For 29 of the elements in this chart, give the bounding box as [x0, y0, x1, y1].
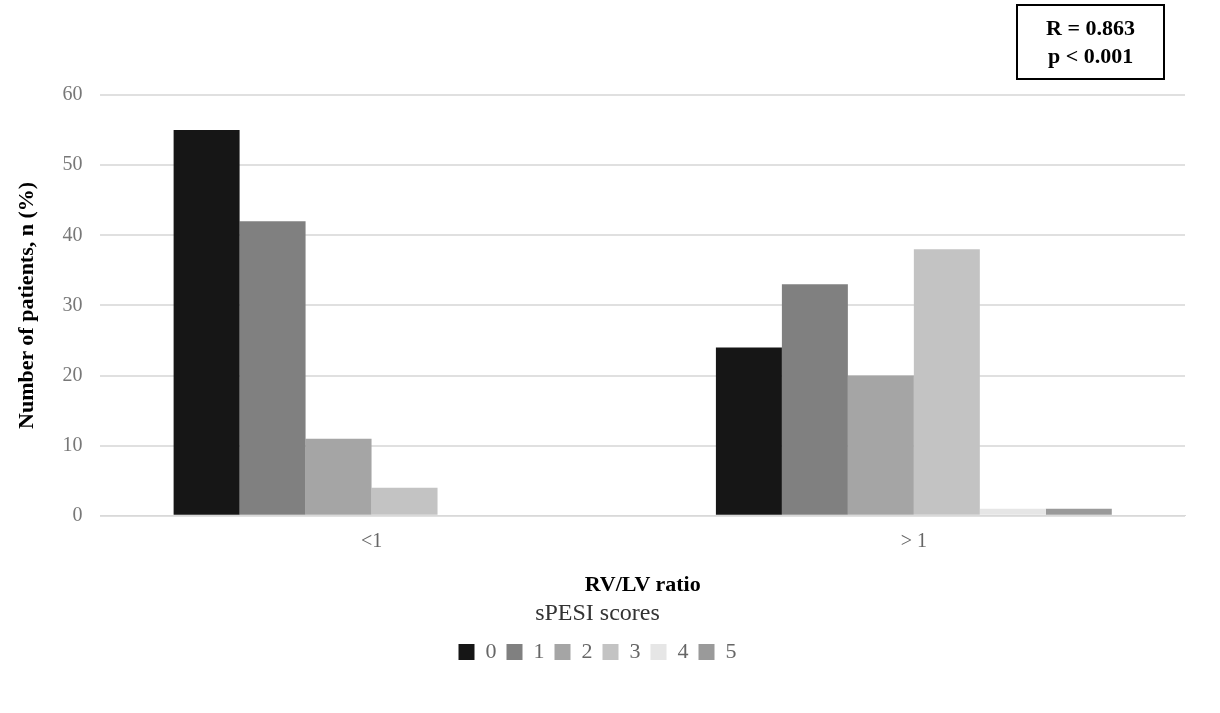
- bar: [305, 438, 372, 515]
- y-tick-label: 50: [62, 152, 83, 175]
- y-tick-label: 60: [62, 82, 83, 105]
- y-tick-label: 10: [62, 432, 83, 455]
- x-tick-label: > 1: [900, 529, 927, 552]
- legend-label: 1: [533, 637, 545, 663]
- bar: [1045, 508, 1112, 515]
- legend-label: 2: [581, 637, 593, 663]
- bar: [913, 249, 980, 515]
- bar: [715, 347, 782, 515]
- text: p < 0.001: [1046, 42, 1135, 70]
- y-axis-title: Number of patients, n (%): [12, 181, 38, 429]
- bar: [847, 375, 914, 515]
- legend-label: 5: [725, 637, 737, 663]
- bar: [371, 487, 438, 515]
- legend-label: 3: [629, 637, 641, 663]
- text: R = 0.863: [1046, 14, 1135, 42]
- x-axis-title: RV/LV ratio: [584, 570, 701, 596]
- bar: [781, 284, 848, 515]
- legend-label: 4: [677, 637, 689, 663]
- y-tick-label: 40: [62, 222, 83, 245]
- x-tick-label: <1: [360, 529, 383, 552]
- bar: [239, 221, 306, 515]
- y-tick-label: 30: [62, 292, 83, 315]
- y-tick-label: 20: [62, 362, 83, 385]
- legend-title: sPESI scores: [535, 599, 660, 626]
- bar: [173, 130, 240, 515]
- y-tick-label: 0: [72, 503, 83, 526]
- legend-label: 0: [485, 637, 497, 663]
